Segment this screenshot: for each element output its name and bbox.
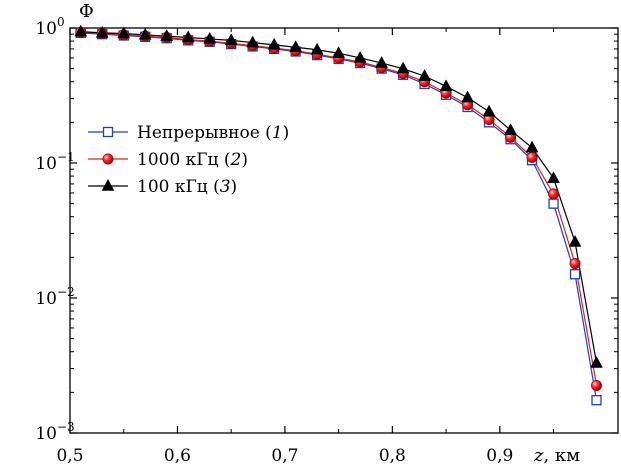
x-tick-label: 0,7: [271, 446, 298, 466]
series-3-point: [418, 69, 432, 81]
series-3-point: [525, 140, 539, 153]
y-tick-exponent: −2: [57, 285, 75, 299]
series-3-point: [95, 25, 109, 38]
series-3-point: [160, 29, 174, 41]
legend-series-name: Непрерывное: [137, 123, 260, 143]
series-3-point: [289, 40, 303, 53]
series-3-point: [74, 24, 88, 37]
series-3-point: [568, 234, 582, 247]
series-line-3: [80, 31, 598, 364]
y-tick-exponent: −3: [57, 420, 75, 434]
series-3-point: [203, 31, 217, 44]
x-tick-label: 0,9: [486, 446, 513, 466]
series-3-point: [332, 46, 346, 59]
y-tick-base: 10: [35, 289, 57, 309]
y-tick-exponent: −1: [57, 150, 75, 164]
series-3-point: [117, 26, 131, 39]
legend-series-number: 1: [272, 123, 283, 143]
y-tick-label: 10: [35, 289, 57, 309]
series-3-point: [504, 123, 517, 135]
y-tick-base: 10: [35, 19, 57, 39]
series-3-point: [482, 104, 496, 117]
series-2-point: [569, 258, 581, 270]
series-3-point: [590, 355, 603, 368]
y-tick-label: 10: [35, 424, 57, 444]
series-2-point: [591, 379, 603, 391]
series-1-point: [591, 395, 602, 406]
series-3-point: [246, 35, 260, 48]
series-1-point: [569, 269, 581, 280]
legend-label-2: 1000 кГц (2): [137, 150, 248, 170]
x-tick-label: 0,5: [56, 446, 83, 466]
series-3-point: [461, 90, 474, 103]
x-axis-variable: z: [533, 445, 544, 466]
y-tick-base: 10: [35, 154, 57, 174]
x-tick-label: 0,6: [164, 446, 191, 466]
series-3-point: [547, 171, 560, 184]
series-3-point: [181, 30, 195, 43]
series-markers: [74, 24, 603, 406]
legend-marker-1: [102, 126, 114, 138]
series-1-point: [548, 198, 559, 209]
x-axis-title: z, км: [533, 445, 580, 466]
series-3-point: [310, 42, 324, 55]
legend-label-1: Непрерывное (1): [137, 123, 289, 143]
legend: Непрерывное (1) 1000 кГц (2) 100 кГц (3): [88, 123, 289, 197]
series-3-point: [138, 27, 152, 40]
x-tick-label: 0,8: [379, 446, 406, 466]
series-3-point: [396, 61, 410, 74]
series-2-point: [548, 188, 560, 200]
legend-series-name: 100 кГц: [137, 177, 208, 197]
legend-series-name: 1000 кГц: [137, 150, 219, 170]
series-line-1: [80, 32, 598, 401]
legend-marker-2: [102, 153, 114, 165]
x-axis-unit: , км: [543, 445, 580, 466]
y-tick-exponent: 0: [57, 15, 65, 29]
y-tick-base: 10: [35, 424, 57, 444]
legend-label-3: 100 кГц (3): [137, 177, 237, 197]
y-axis-title: Φ: [79, 1, 94, 22]
series-3-point: [375, 56, 389, 68]
legend-series-number: 2: [230, 150, 242, 170]
series-3-point: [267, 37, 281, 50]
y-tick-label: 10: [35, 154, 57, 174]
series-3-point: [439, 79, 453, 92]
series-3-point: [224, 33, 238, 46]
plot-frame: [69, 27, 619, 434]
legend-series-number: 3: [220, 177, 231, 197]
y-tick-label: 10: [35, 19, 57, 39]
series-3-point: [353, 50, 367, 63]
series-2-point: [526, 151, 538, 163]
legend-marker-3: [101, 178, 115, 191]
series-lines: [80, 31, 598, 401]
series-line-2: [80, 31, 598, 386]
